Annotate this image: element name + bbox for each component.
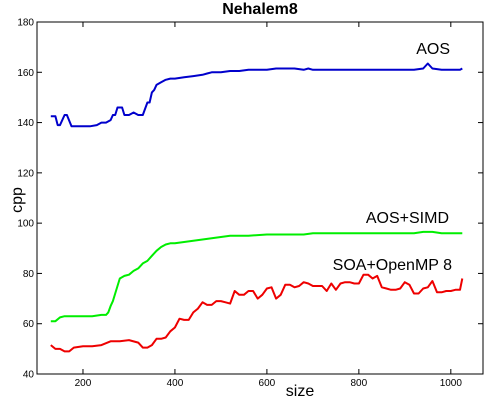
- series-annotation-aos: AOS: [416, 41, 450, 58]
- y-tick-label: 180: [17, 18, 34, 29]
- series-annotation-soa-openmp: SOA+OpenMP 8: [333, 257, 452, 274]
- y-tick-label: 120: [17, 168, 34, 179]
- y-tick-label: 60: [23, 319, 35, 330]
- y-tick-label: 160: [17, 68, 34, 79]
- plot-frame: [36, 21, 484, 375]
- x-axis-label: size: [286, 383, 315, 400]
- x-tick-label: 600: [259, 378, 276, 389]
- series-line-soa-openmp-8: [50, 273, 464, 353]
- y-tick-label: 100: [17, 219, 34, 230]
- x-tick-label: 800: [351, 378, 368, 389]
- chart-title: Nehalem8: [222, 1, 298, 18]
- x-tick-label: 1000: [440, 378, 463, 389]
- y-axis: 40 60 80 100 120 140 160 180: [17, 18, 483, 381]
- series-layer: [50, 62, 464, 353]
- x-tick-label: 400: [167, 378, 184, 389]
- series-annotation-aos-simd: AOS+SIMD: [366, 210, 449, 227]
- y-tick-label: 40: [23, 370, 35, 381]
- series-line-aos-simd: [50, 230, 463, 323]
- y-tick-label: 80: [23, 269, 35, 280]
- x-axis: 200 400 600 800 1000: [75, 22, 463, 389]
- y-axis-label: cpp: [9, 187, 26, 213]
- y-tick-label: 140: [17, 118, 34, 129]
- series-line-aos: [50, 62, 463, 128]
- x-tick-label: 200: [75, 378, 92, 389]
